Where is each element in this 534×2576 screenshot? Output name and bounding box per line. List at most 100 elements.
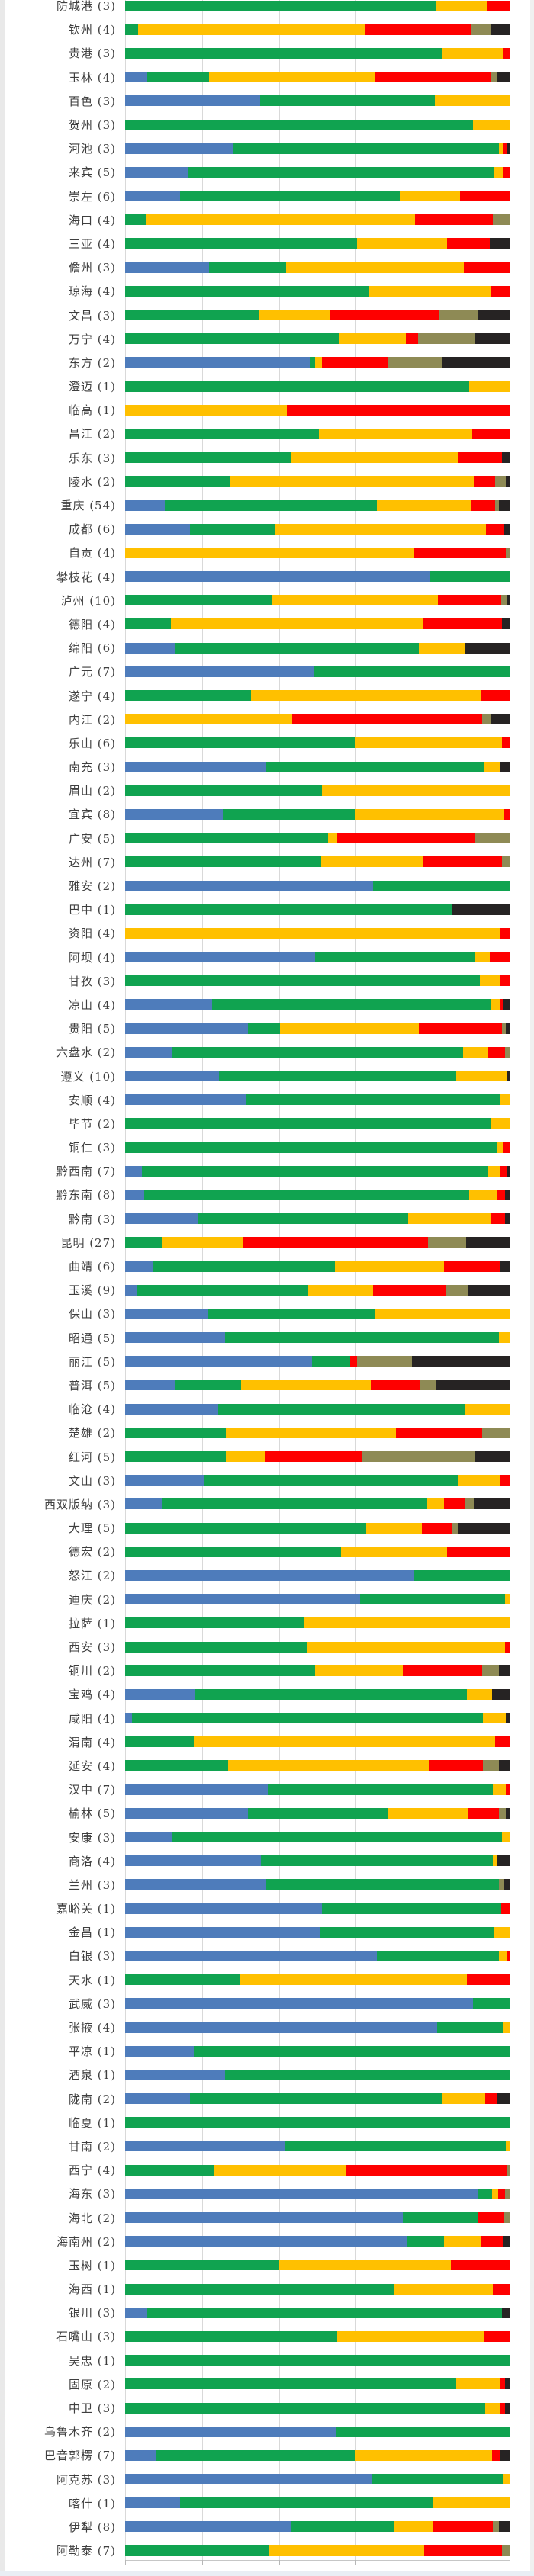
row-label: 拉萨 (1) xyxy=(68,1616,116,1630)
bar-segment-olive xyxy=(501,2545,510,2556)
chart-row: 百色 (3) xyxy=(0,89,534,113)
row-label: 文山 (3) xyxy=(68,1473,116,1488)
bar-segment-green xyxy=(310,357,315,368)
bar-segment-yellow xyxy=(442,2093,486,2105)
bar-segment-red xyxy=(346,2164,507,2176)
chart-row: 楚雄 (2) xyxy=(0,1421,534,1444)
bar-segment-red xyxy=(447,238,490,249)
chart-row: 巴中 (1) xyxy=(0,898,534,921)
bar-segment-red xyxy=(443,1498,465,1510)
bar-segment-blue xyxy=(125,1213,199,1225)
bar-segment-yellow xyxy=(286,262,464,273)
bar-segment-green xyxy=(179,2497,433,2509)
bar-segment-green xyxy=(314,666,510,677)
chart-row: 黔西南 (7) xyxy=(0,1159,534,1183)
bar-segment-red xyxy=(481,690,510,702)
row-label: 贵阳 (5) xyxy=(68,1022,116,1036)
bar-segment-yellow xyxy=(418,642,465,654)
row-bar xyxy=(125,1046,510,1058)
chart-row: 普洱 (5) xyxy=(0,1373,534,1397)
bar-segment-red xyxy=(491,2449,501,2461)
row-label: 钦州 (4) xyxy=(68,23,116,37)
bar-segment-yellow xyxy=(162,1237,243,1248)
chart-row: 澄迈 (1) xyxy=(0,374,534,398)
bar-segment-olive xyxy=(419,1380,436,1391)
chart-row: 石嘴山 (3) xyxy=(0,2324,534,2348)
bar-segment-green xyxy=(125,476,230,487)
chart-row: 河池 (3) xyxy=(0,137,534,160)
row-label: 石嘴山 (3) xyxy=(56,2330,116,2344)
chart-row: 金昌 (1) xyxy=(0,1920,534,1944)
row-label: 贺州 (3) xyxy=(68,118,116,133)
bar-segment-green xyxy=(224,2069,510,2080)
bar-segment-green xyxy=(165,499,377,511)
bar-segment-green xyxy=(125,47,442,59)
row-label: 喀什 (1) xyxy=(68,2496,116,2510)
bar-segment-black xyxy=(465,642,510,654)
chart-row: 南充 (3) xyxy=(0,755,534,779)
row-bar xyxy=(125,2236,510,2247)
bar-segment-olive xyxy=(499,1807,507,1819)
row-bar xyxy=(125,927,510,939)
bar-segment-olive xyxy=(439,310,478,321)
bar-segment-black xyxy=(500,1261,510,1272)
bar-segment-yellow xyxy=(304,1617,510,1629)
chart-row: 拉萨 (1) xyxy=(0,1611,534,1635)
gridline xyxy=(125,0,126,2560)
bar-segment-green xyxy=(125,1617,304,1629)
row-label: 金昌 (1) xyxy=(68,1926,116,1940)
row-bar xyxy=(125,285,510,297)
row-label: 泸州 (10) xyxy=(60,593,116,608)
bar-segment-yellow xyxy=(498,143,503,154)
row-bar xyxy=(125,1213,510,1225)
bar-segment-green xyxy=(125,2283,394,2295)
bar-segment-yellow xyxy=(354,2449,492,2461)
row-label: 曲靖 (6) xyxy=(68,1260,116,1274)
row-label: 天水 (1) xyxy=(68,1973,116,1987)
gridline xyxy=(201,0,203,2560)
bar-segment-green xyxy=(172,1832,502,1843)
bar-segment-yellow xyxy=(480,975,500,987)
bar-segment-blue xyxy=(125,1855,262,1867)
row-label: 南充 (3) xyxy=(68,760,116,775)
row-label: 武威 (3) xyxy=(68,1996,116,2011)
bar-segment-red xyxy=(396,1427,483,1438)
bar-segment-green xyxy=(125,0,437,11)
bar-segment-green xyxy=(125,119,474,130)
row-label: 怒江 (2) xyxy=(68,1569,116,1583)
bar-segment-blue xyxy=(125,1094,246,1106)
bar-segment-black xyxy=(504,1213,510,1225)
bar-segment-black xyxy=(497,1855,510,1867)
bar-segment-yellow xyxy=(251,690,481,702)
bar-segment-black xyxy=(507,1165,510,1177)
row-label: 资阳 (4) xyxy=(68,927,116,941)
bar-segment-blue xyxy=(125,72,148,83)
bar-segment-yellow xyxy=(318,428,472,439)
bar-segment-yellow xyxy=(240,1974,468,1986)
bar-segment-blue xyxy=(125,1332,225,1344)
row-bar xyxy=(125,547,510,558)
row-bar xyxy=(125,143,510,154)
chart-row: 文昌 (3) xyxy=(0,303,534,326)
bar-segment-green xyxy=(314,952,476,963)
row-bar xyxy=(125,166,510,178)
bar-segment-yellow xyxy=(225,1427,397,1438)
bar-segment-yellow xyxy=(455,1071,507,1082)
bar-segment-green xyxy=(209,262,287,273)
row-label: 玉树 (1) xyxy=(68,2258,116,2272)
bar-segment-yellow xyxy=(505,2141,510,2152)
axis-tick xyxy=(278,2560,280,2565)
bar-segment-blue xyxy=(125,191,180,202)
row-bar xyxy=(125,1569,510,1581)
row-label: 张掖 (4) xyxy=(68,2021,116,2035)
row-bar xyxy=(125,2164,510,2176)
bar-segment-green xyxy=(372,2474,504,2485)
row-label: 黔南 (3) xyxy=(68,1212,116,1226)
row-bar xyxy=(125,1594,510,1605)
bar-segment-blue xyxy=(125,1475,204,1486)
row-label: 伊犁 (8) xyxy=(68,2520,116,2534)
row-bar xyxy=(125,1665,510,1676)
bar-segment-green xyxy=(125,285,369,297)
row-label: 广元 (7) xyxy=(68,665,116,679)
chart-row: 德宏 (2) xyxy=(0,1540,534,1563)
